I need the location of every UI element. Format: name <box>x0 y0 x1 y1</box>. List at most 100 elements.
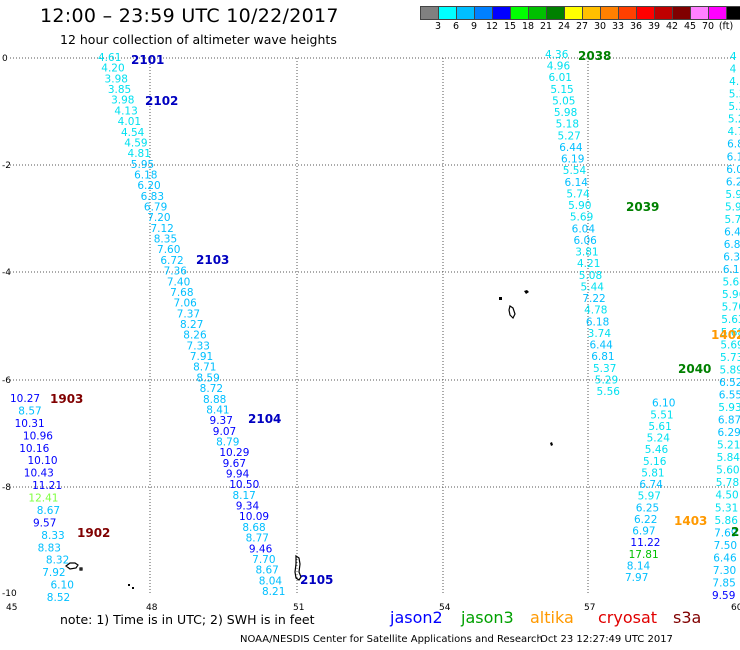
scale-label: 36 <box>629 21 643 32</box>
wave-height-value: 7.60 <box>157 244 180 256</box>
scale-label: 3 <box>434 21 442 32</box>
wave-height-value: 7.36 <box>164 266 188 278</box>
wave-height-value: 8.57 <box>18 405 41 417</box>
lat-tick-label: 0 <box>2 54 8 64</box>
wave-height-value: 11.22 <box>630 537 660 549</box>
wave-height-value: 4.59 <box>124 137 147 149</box>
wave-height-value: 7.70 <box>252 554 275 566</box>
scale-label: 33 <box>611 21 625 32</box>
island-left-1 <box>65 562 83 571</box>
wave-height-value: 7.12 <box>150 223 173 235</box>
wave-height-value: 4.20 <box>101 63 124 75</box>
wave-height-value: 5.78 <box>716 477 739 489</box>
wave-height-value: 10.96 <box>23 430 53 442</box>
wave-height-value: 8.59 <box>196 372 219 384</box>
scale-swatch <box>546 6 564 20</box>
wave-height-value: 6.14 <box>565 177 589 189</box>
wave-height-value: 7.85 <box>712 577 735 589</box>
wave-height-value: 5.89 <box>720 364 740 376</box>
wave-height-value: 6.43 <box>724 226 740 238</box>
wave-height-value: 5.54 <box>563 165 587 177</box>
wave-height-value: 6.52 <box>719 377 740 389</box>
color-scale-bar <box>420 6 740 20</box>
wave-height-value: 6.97 <box>632 526 655 538</box>
wave-height-value: 6.83 <box>141 191 164 203</box>
wave-height-value: 8.32 <box>46 555 69 567</box>
scale-label: 45 <box>683 21 697 32</box>
wave-height-value: 5.37 <box>593 363 616 375</box>
lon-tick-label: 51 <box>293 603 304 613</box>
wave-height-value: 8.04 <box>259 575 283 587</box>
wave-height-value: 8.21 <box>262 586 285 598</box>
wave-height-value: 5.63 <box>721 314 740 326</box>
wave-height-value: 6.04 <box>572 223 596 235</box>
wave-height-value: 5.29 <box>595 374 618 386</box>
island-seychelles-1 <box>499 290 529 300</box>
pass-number-label: 2105 <box>300 573 333 587</box>
scale-swatch <box>474 6 492 20</box>
wave-height-value: 7.33 <box>187 340 210 352</box>
wave-height-value: 7.20 <box>147 212 170 224</box>
wave-height-value: 6.01 <box>549 72 572 84</box>
wave-height-value: 4 <box>730 64 737 76</box>
wave-height-value: 8.72 <box>200 383 223 395</box>
lon-tick-label: 48 <box>146 603 158 613</box>
scale-label: 70 <box>701 21 715 32</box>
wave-height-value: 8.41 <box>206 404 229 416</box>
wave-height-value: 11.21 <box>32 480 62 492</box>
pass-number-label: 2102 <box>145 94 178 108</box>
wave-height-value: 5.18 <box>556 119 579 131</box>
pass-number-label: 2038 <box>578 49 611 63</box>
wave-height-value: 6.12 <box>723 264 740 276</box>
wave-height-value: 9.46 <box>249 543 273 555</box>
pass-number-label: 1402 <box>711 328 740 342</box>
wave-height-value: 3.74 <box>588 328 612 340</box>
wave-height-value: 6.55 <box>719 389 740 401</box>
pass-number-label: 1903 <box>50 392 83 406</box>
lat-tick-label: -2 <box>2 161 11 171</box>
wave-height-value: 7.37 <box>177 308 200 320</box>
lon-tick-label: 45 <box>6 603 17 613</box>
wave-height-value: 6.06 <box>573 235 597 247</box>
wave-height-value: 4.78 <box>584 305 607 317</box>
scale-label: 24 <box>557 21 571 32</box>
legend-jason3: jason3 <box>461 608 514 627</box>
scale-swatch <box>564 6 582 20</box>
scale-swatch <box>726 6 740 20</box>
wave-height-value: 6.44 <box>559 142 583 154</box>
wave-height-value: 5.16 <box>643 456 667 468</box>
wave-height-value: 5.97 <box>638 491 661 503</box>
pass-number-label: 2103 <box>196 253 229 267</box>
pass-number-label: 2039 <box>626 200 659 214</box>
wave-height-value: 5.93 <box>718 402 740 414</box>
wave-height-value: 8.33 <box>41 530 64 542</box>
wave-height-value: 5.95 <box>725 189 740 201</box>
wave-height-value: 5.91 <box>725 201 740 213</box>
scale-label: 9 <box>470 21 478 32</box>
wave-height-value: 5.84 <box>717 452 740 464</box>
wave-height-value: 6.86 <box>727 139 740 151</box>
wave-height-value: 4.54 <box>121 127 145 139</box>
scale-label: 27 <box>575 21 589 32</box>
wave-height-value: 6.29 <box>717 427 740 439</box>
wave-height-value: 7.91 <box>190 351 213 363</box>
wave-height-value: 5.27 <box>557 130 580 142</box>
legend-cryosat: cryosat <box>598 608 658 627</box>
wave-height-value: 8.79 <box>216 436 239 448</box>
wave-height-value: 5.31 <box>715 502 738 514</box>
wave-height-value: 10.50 <box>229 479 259 491</box>
wave-height-value: 5.68 <box>721 327 740 339</box>
wave-height-value: 7.50 <box>714 540 737 552</box>
wave-height-value: 8.88 <box>203 394 226 406</box>
wave-height-value: 6.79 <box>144 202 167 214</box>
wave-height-value: 7.22 <box>582 293 605 305</box>
wave-height-value: 5.70 <box>722 302 740 314</box>
lat-tick-label: -4 <box>2 268 11 278</box>
wave-height-value: 6.25 <box>636 502 659 514</box>
wave-height-value: 9.37 <box>210 415 233 427</box>
scale-swatch <box>708 6 726 20</box>
pass-number-label: 1902 <box>77 526 110 540</box>
wave-height-value: 8.67 <box>37 505 60 517</box>
pass-number-label: 1403 <box>674 514 707 528</box>
wave-height-value: 8.26 <box>183 330 207 342</box>
